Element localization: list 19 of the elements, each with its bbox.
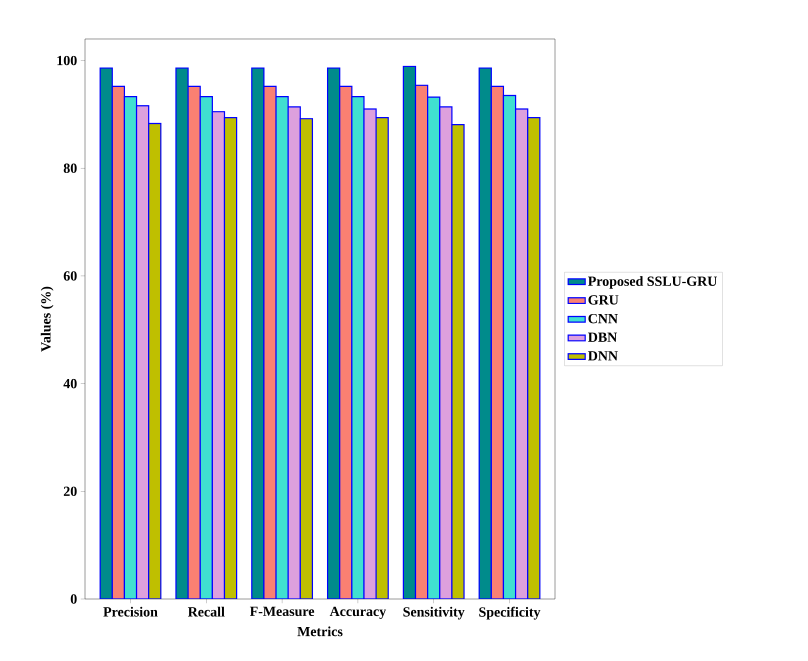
legend-label: DNN (588, 351, 618, 360)
x-axis-title: Metrics (297, 626, 343, 636)
y-tick-label: 20 (64, 486, 77, 496)
y-tick-label: 60 (64, 271, 77, 281)
legend-label: GRU (588, 295, 618, 305)
y-axis-title: Values (%) (40, 286, 54, 352)
legend-label: CNN (588, 314, 618, 324)
y-tick-label: 40 (63, 378, 77, 388)
legend-label: Proposed SSLU-GRU (588, 276, 717, 289)
y-tick-label: 80 (64, 164, 77, 173)
x-tick-label: Recall (188, 606, 225, 617)
y-tick-label: 100 (57, 56, 77, 66)
y-tick-label: 0 (70, 594, 77, 604)
legend-label: DBN (588, 332, 618, 342)
x-tick-label: F-Measure (250, 606, 314, 616)
x-tick-label: Sensitivity (403, 606, 465, 620)
x-tick-label: Accuracy (330, 606, 386, 619)
x-tick-label: Specificity (479, 606, 540, 620)
x-tick-label: Precision (103, 606, 158, 617)
